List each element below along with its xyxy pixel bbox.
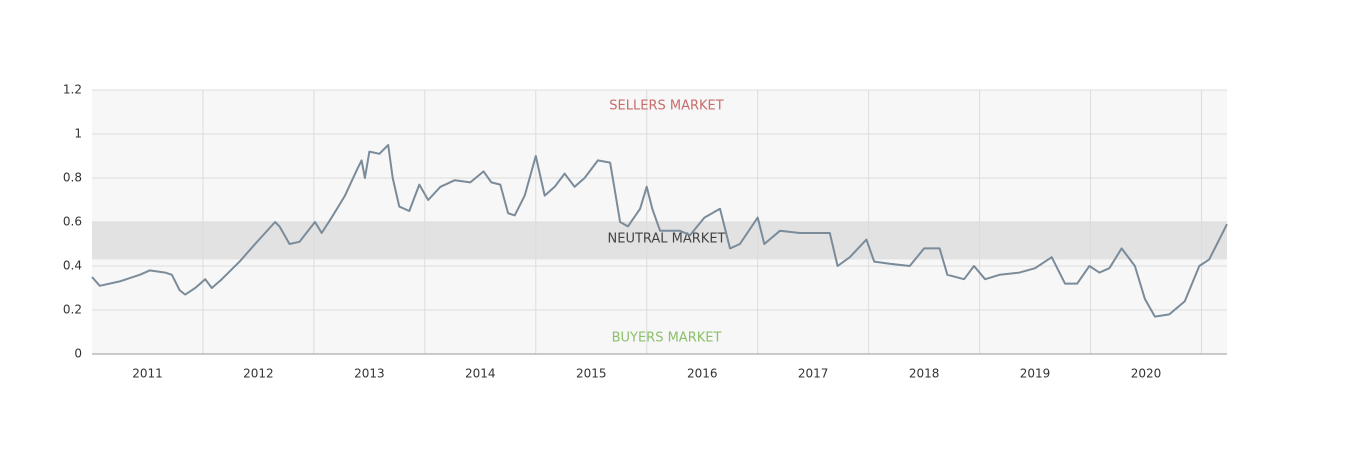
y-tick-label: 0.4 <box>63 259 82 273</box>
x-tick-label: 2016 <box>687 367 718 381</box>
x-tick-label: 2013 <box>354 367 385 381</box>
y-tick-label: 1 <box>74 127 82 141</box>
data-line <box>91 144 1228 318</box>
y-tick-label: 0 <box>74 347 82 361</box>
x-tick-label: 2019 <box>1020 367 1051 381</box>
x-tick-label: 2017 <box>798 367 829 381</box>
annotation: NEUTRAL MARKET <box>608 232 726 247</box>
x-tick-label: 2011 <box>132 367 163 381</box>
annotation: BUYERS MARKET <box>612 331 722 346</box>
annotation: SELLERS MARKET <box>609 99 723 114</box>
x-tick-label: 2020 <box>1131 367 1162 381</box>
x-tick-label: 2018 <box>909 367 940 381</box>
y-tick-label: 0.8 <box>63 171 82 185</box>
y-tick-label: 0.2 <box>63 303 82 317</box>
y-tick-label: 1.2 <box>63 83 82 97</box>
y-tick-label: 0.6 <box>63 215 82 229</box>
x-tick-label: 2014 <box>465 367 496 381</box>
x-tick-label: 2015 <box>576 367 607 381</box>
x-tick-label: 2012 <box>243 367 274 381</box>
